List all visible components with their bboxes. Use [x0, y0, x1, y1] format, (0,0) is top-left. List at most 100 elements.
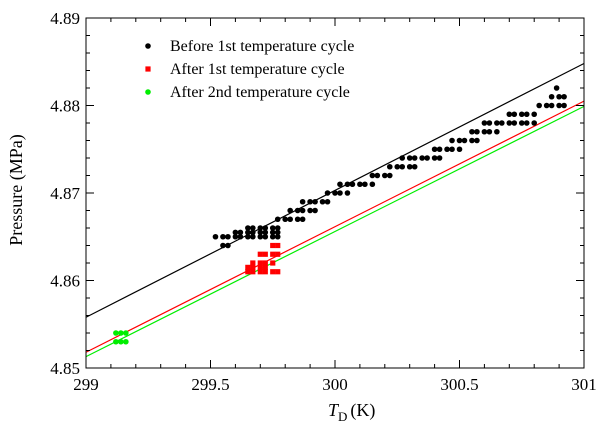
data-point-series-1: [319, 198, 326, 205]
data-point-series-1: [499, 120, 505, 126]
data-point-series-1: [250, 229, 256, 236]
x-tick-label: 299.5: [191, 375, 229, 394]
data-point-series-1: [531, 111, 537, 118]
data-point-series-1: [386, 172, 393, 179]
data-point-series-1: [312, 198, 318, 205]
fit-lines: [86, 62, 584, 358]
fit-line-3: [86, 105, 584, 358]
data-point-series-3: [118, 330, 124, 336]
y-tick-label: 4.87: [50, 184, 80, 203]
data-point-series-1: [386, 163, 393, 170]
data-point-series-1: [212, 233, 219, 240]
data-point-series-1: [536, 102, 542, 109]
data-point-series-2: [250, 260, 256, 266]
data-point-series-2: [262, 264, 268, 270]
data-point-series-1: [436, 146, 443, 153]
data-point-series-1: [299, 207, 306, 214]
legend-marker: [145, 43, 151, 49]
data-point-series-1: [518, 120, 525, 126]
data-point-series-2: [245, 264, 251, 270]
data-point-series-1: [449, 146, 455, 153]
y-tick-label: 4.89: [50, 9, 80, 28]
data-point-series-2: [250, 264, 256, 270]
data-point-series-1: [486, 128, 493, 135]
data-point-series-1: [344, 181, 351, 188]
x-tick-label: 299: [73, 375, 99, 394]
x-axis-label-symbol: T: [328, 400, 340, 420]
data-point-series-1: [257, 229, 264, 236]
data-point-series-2: [257, 269, 263, 275]
data-point-series-1: [369, 181, 376, 188]
legend-label: After 2nd temperature cycle: [170, 84, 350, 101]
data-point-series-1: [394, 163, 401, 170]
data-point-series-1: [294, 207, 301, 214]
data-point-series-1: [312, 207, 318, 214]
data-point-series-1: [548, 102, 555, 109]
fit-line-2: [86, 100, 584, 353]
data-point-series-1: [543, 102, 550, 109]
data-point-series-1: [556, 102, 562, 109]
data-point-series-2: [257, 264, 263, 270]
data-point-series-1: [362, 181, 368, 188]
data-point-series-1: [337, 190, 343, 196]
data-point-series-1: [548, 93, 555, 100]
data-point-series-1: [436, 155, 443, 161]
legend-marker: [145, 66, 151, 72]
axis-tick-labels: 299 299.5 300 300.5 301 4.85 4.86 4.87 4.88 4.89: [50, 9, 597, 394]
data-point-series-1: [456, 137, 463, 144]
y-axis-label: Pressure (MPa): [6, 134, 27, 245]
data-point-series-1: [481, 128, 488, 135]
data-point-series-2: [250, 269, 256, 275]
data-point-series-1: [424, 155, 430, 161]
data-point-series-1: [474, 137, 480, 144]
data-point-series-2: [262, 269, 268, 275]
data-point-series-2: [262, 251, 268, 257]
data-point-series-2: [262, 260, 268, 266]
x-axis-label: TD (K): [328, 400, 375, 424]
data-point-series-1: [431, 155, 438, 161]
data-point-series-1: [399, 163, 406, 170]
data-point-series-3: [123, 330, 129, 336]
data-point-series-1: [307, 198, 313, 205]
data-point-series-1: [250, 225, 256, 231]
data-point-series-1: [469, 128, 475, 135]
data-point-series-1: [299, 198, 306, 205]
data-point-series-1: [406, 155, 413, 161]
data-point-series-1: [282, 216, 289, 223]
data-point-series-2: [257, 251, 263, 257]
legend-label: Before 1st temperature cycle: [170, 38, 354, 55]
data-point-series-1: [431, 146, 438, 153]
data-point-series-1: [349, 181, 356, 188]
data-point-series-1: [232, 233, 239, 240]
data-point-series-1: [307, 207, 313, 214]
data-point-series-1: [531, 120, 537, 126]
data-point-series-3: [113, 338, 119, 345]
data-point-series-1: [511, 120, 518, 126]
y-tick-label: 4.88: [50, 97, 80, 116]
data-point-series-1: [449, 137, 455, 144]
data-point-series-1: [374, 172, 381, 179]
data-point-series-1: [561, 93, 567, 100]
data-point-series-1: [444, 146, 450, 153]
y-tick-label: 4.85: [50, 359, 80, 378]
data-point-series-1: [299, 216, 306, 223]
x-tick-label: 300.5: [440, 375, 478, 394]
data-point-series-1: [556, 93, 562, 100]
data-point-series-1: [523, 120, 530, 126]
axis-ticks: [85, 17, 585, 369]
data-point-series-1: [344, 190, 351, 196]
data-point-series-1: [287, 216, 293, 223]
data-point-series-1: [357, 181, 363, 188]
data-point-series-2: [257, 260, 263, 266]
legend-marker: [145, 89, 151, 95]
data-point-series-1: [269, 233, 276, 240]
x-tick-label: 301: [571, 375, 597, 394]
data-points: [113, 85, 567, 345]
data-point-series-1: [262, 229, 269, 236]
data-point-series-1: [518, 111, 525, 118]
data-point-series-2: [270, 260, 276, 266]
data-point-series-1: [262, 233, 269, 240]
data-point-series-3: [123, 338, 129, 345]
data-point-series-1: [506, 111, 513, 118]
data-point-series-1: [382, 172, 388, 179]
